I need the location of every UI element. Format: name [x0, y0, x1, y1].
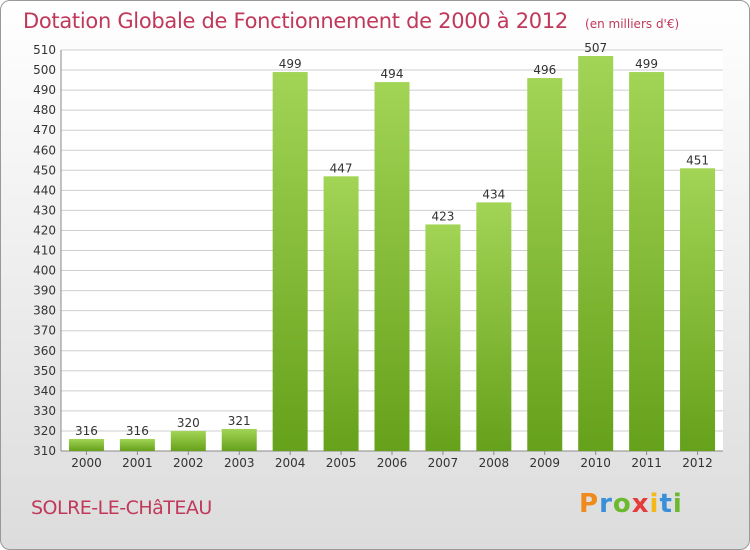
logo-letter: t	[659, 489, 673, 519]
bar	[578, 56, 614, 451]
y-tick-label: 320	[33, 424, 56, 438]
x-tick-label: 2011	[631, 456, 662, 470]
bar	[323, 176, 359, 451]
bar	[221, 428, 257, 451]
x-tick-label: 2009	[529, 456, 560, 470]
bar-value-label: 320	[177, 416, 200, 430]
bar-value-label: 507	[584, 41, 607, 55]
logo-letter: i	[649, 489, 660, 519]
y-tick-label: 480	[33, 103, 56, 117]
bar	[119, 438, 155, 451]
y-tick-label: 500	[33, 63, 56, 77]
y-tick-label: 490	[33, 83, 56, 97]
x-tick-label: 2002	[173, 456, 204, 470]
bar-value-label: 423	[431, 209, 454, 223]
bar	[68, 438, 104, 451]
bar-value-label: 321	[228, 414, 251, 428]
y-tick-label: 460	[33, 143, 56, 157]
y-tick-label: 310	[33, 444, 56, 458]
y-tick-label: 380	[33, 304, 56, 318]
logo-letter: P	[579, 489, 600, 519]
y-tick-label: 340	[33, 384, 56, 398]
y-tick-label: 360	[33, 344, 56, 358]
bar	[476, 202, 512, 451]
title-row: Dotation Globale de Fonctionnement de 20…	[23, 9, 679, 33]
chart-unit: (en milliers d'€)	[585, 17, 680, 31]
y-tick-label: 470	[33, 123, 56, 137]
x-tick-label: 2007	[428, 456, 459, 470]
bar-value-label: 494	[381, 67, 404, 81]
bar-value-label: 496	[533, 63, 556, 77]
chart-title: Dotation Globale de Fonctionnement de 20…	[23, 9, 568, 33]
bar	[629, 72, 665, 452]
x-tick-label: 2001	[122, 456, 153, 470]
logo-letter: o	[612, 489, 632, 519]
proxiti-logo: Proxiti	[579, 489, 683, 519]
x-tick-label: 2004	[275, 456, 306, 470]
bar	[425, 224, 461, 451]
y-tick-label: 450	[33, 163, 56, 177]
bar-value-label: 316	[126, 424, 149, 438]
y-tick-label: 350	[33, 364, 56, 378]
y-tick-label: 390	[33, 284, 56, 298]
x-tick-label: 2008	[479, 456, 510, 470]
bar-value-label: 316	[75, 424, 98, 438]
y-tick-label: 370	[33, 324, 56, 338]
bar-value-label: 451	[686, 153, 709, 167]
x-tick-label: 2012	[682, 456, 713, 470]
logo-letter: i	[672, 489, 683, 519]
bar-value-label: 499	[635, 57, 658, 71]
bar-value-label: 447	[330, 161, 353, 175]
y-tick-label: 330	[33, 404, 56, 418]
y-tick-label: 440	[33, 183, 56, 197]
x-tick-label: 2006	[377, 456, 408, 470]
y-tick-label: 410	[33, 244, 56, 258]
x-tick-label: 2000	[71, 456, 102, 470]
bar	[272, 72, 308, 452]
x-tick-label: 2005	[326, 456, 357, 470]
y-tick-label: 510	[33, 43, 56, 57]
bar	[680, 168, 716, 452]
bar	[170, 430, 206, 451]
y-tick-label: 420	[33, 223, 56, 237]
bar-value-label: 499	[279, 57, 302, 71]
logo-letter: r	[599, 489, 613, 519]
x-tick-label: 2010	[580, 456, 611, 470]
bar	[374, 82, 410, 451]
commune-name: SOLRE-LE-CHâTEAU	[31, 497, 212, 519]
logo-letter: x	[631, 489, 650, 519]
bar	[527, 78, 563, 451]
y-tick-label: 430	[33, 203, 56, 217]
x-tick-label: 2003	[224, 456, 255, 470]
bar-value-label: 434	[482, 187, 505, 201]
y-tick-label: 400	[33, 264, 56, 278]
